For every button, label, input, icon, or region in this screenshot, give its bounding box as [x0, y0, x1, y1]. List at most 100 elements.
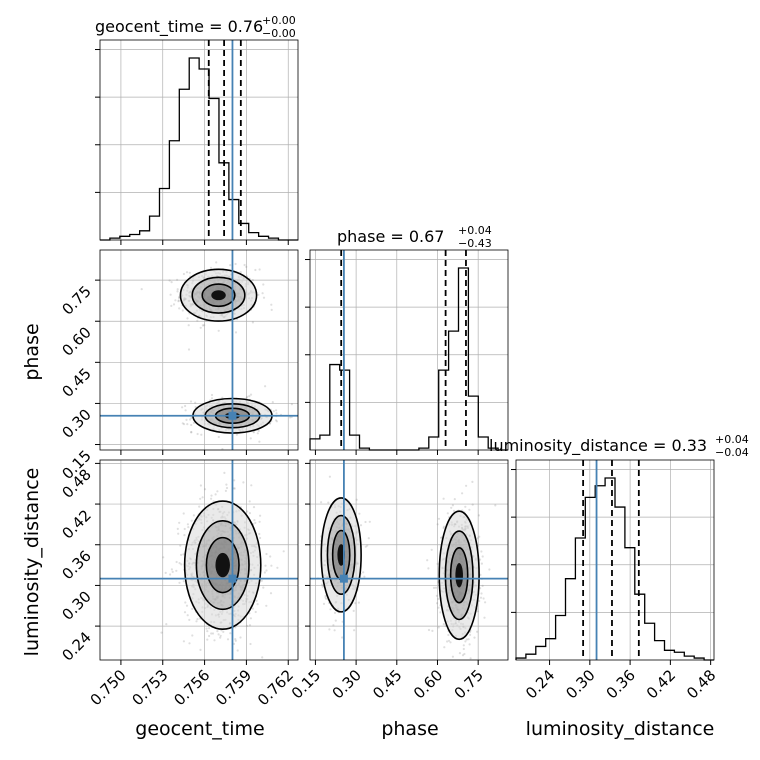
title-luminosity-distance-minus: −0.04 — [715, 446, 749, 459]
sample-point — [200, 433, 203, 436]
sample-point — [451, 504, 454, 507]
sample-point — [221, 448, 224, 450]
sample-point — [476, 610, 480, 613]
sample-point — [258, 440, 261, 443]
sample-point — [252, 506, 256, 509]
sample-point — [325, 597, 328, 600]
sample-point — [232, 642, 236, 646]
sample-point — [452, 509, 456, 512]
ylabel-luminosity-distance: luminosity_distance — [21, 468, 43, 657]
sample-point — [178, 581, 181, 584]
sample-point — [183, 611, 187, 614]
sample-point — [256, 432, 259, 435]
sample-point — [210, 393, 214, 397]
density-peak — [211, 290, 226, 301]
sample-point — [170, 304, 173, 307]
sample-point — [188, 271, 191, 274]
sample-point — [176, 290, 179, 293]
title-geocent-time: geocent_time = 0.76 +0.00 −0.00 — [95, 14, 296, 40]
sample-point — [427, 628, 431, 632]
sample-point — [171, 570, 174, 574]
sample-point — [179, 544, 182, 547]
contour-line — [201, 283, 236, 308]
sample-point — [341, 636, 344, 639]
sample-point — [177, 532, 180, 535]
sample-point — [219, 636, 222, 639]
sample-point — [290, 403, 293, 406]
sample-point — [355, 498, 358, 501]
sample-point — [233, 479, 236, 482]
sample-point — [211, 632, 215, 635]
sample-point — [209, 266, 213, 269]
sample-point — [476, 537, 479, 540]
sample-point — [334, 619, 337, 622]
contour-line — [320, 497, 362, 613]
sample-point — [170, 281, 173, 284]
sample-point — [239, 271, 242, 274]
sample-point — [181, 309, 184, 312]
sample-point — [252, 431, 255, 434]
sample-point — [437, 517, 441, 520]
sample-point — [224, 489, 227, 492]
sample-point — [461, 492, 464, 495]
sample-point — [178, 521, 181, 524]
sample-point — [289, 416, 292, 419]
sample-point — [481, 555, 484, 558]
sample-point — [199, 484, 202, 487]
sample-point — [192, 421, 195, 424]
sample-point — [164, 571, 167, 575]
sample-point — [248, 500, 251, 503]
sample-point — [210, 397, 214, 400]
sample-point — [210, 632, 213, 635]
sample-point — [259, 514, 262, 517]
sample-point — [187, 324, 190, 327]
sample-point — [366, 544, 369, 547]
sample-point — [329, 608, 332, 611]
sample-point — [324, 594, 327, 597]
sample-point — [482, 597, 485, 600]
sample-point — [140, 288, 143, 291]
sample-point — [430, 548, 433, 551]
panel-contents — [100, 460, 298, 660]
sample-point — [447, 633, 450, 637]
sample-point — [201, 324, 204, 327]
sample-point — [254, 610, 257, 614]
sample-point — [254, 268, 257, 272]
sample-point — [258, 532, 261, 536]
sample-point — [249, 642, 252, 646]
sample-point — [192, 514, 195, 517]
sample-point — [447, 639, 451, 642]
hist-panel-phase — [305, 249, 509, 455]
sample-point — [169, 573, 172, 576]
sample-point — [478, 535, 481, 538]
sample-point — [249, 437, 252, 440]
sample-point — [245, 624, 249, 628]
panel-phase-vs-luminosity-distance: 0.15 0.30 0.45 0.60 0.75 — [288, 459, 509, 702]
sample-point — [477, 514, 480, 517]
contour-line — [179, 268, 258, 322]
sample-point — [322, 602, 326, 606]
sample-point — [461, 654, 465, 657]
sample-point — [196, 432, 199, 436]
sample-point — [333, 611, 337, 615]
sample-point — [435, 594, 438, 597]
sample-point — [222, 630, 225, 634]
sample-point — [223, 471, 226, 474]
truth-marker — [228, 411, 237, 420]
sample-point — [181, 406, 184, 409]
sample-point — [367, 537, 370, 540]
contour-line — [449, 546, 469, 604]
sample-point — [276, 566, 279, 569]
sample-point — [274, 419, 278, 422]
sample-point — [436, 602, 439, 605]
sample-point — [462, 644, 465, 647]
sample-point — [259, 536, 262, 540]
sample-point — [480, 562, 483, 565]
sample-point — [182, 423, 186, 426]
sample-point — [469, 633, 472, 637]
sample-point — [172, 303, 176, 306]
panel-geocent-time-vs-phase-frame — [99, 249, 299, 451]
sample-point — [469, 657, 472, 660]
sample-point — [249, 393, 253, 396]
sample-point — [188, 618, 191, 622]
